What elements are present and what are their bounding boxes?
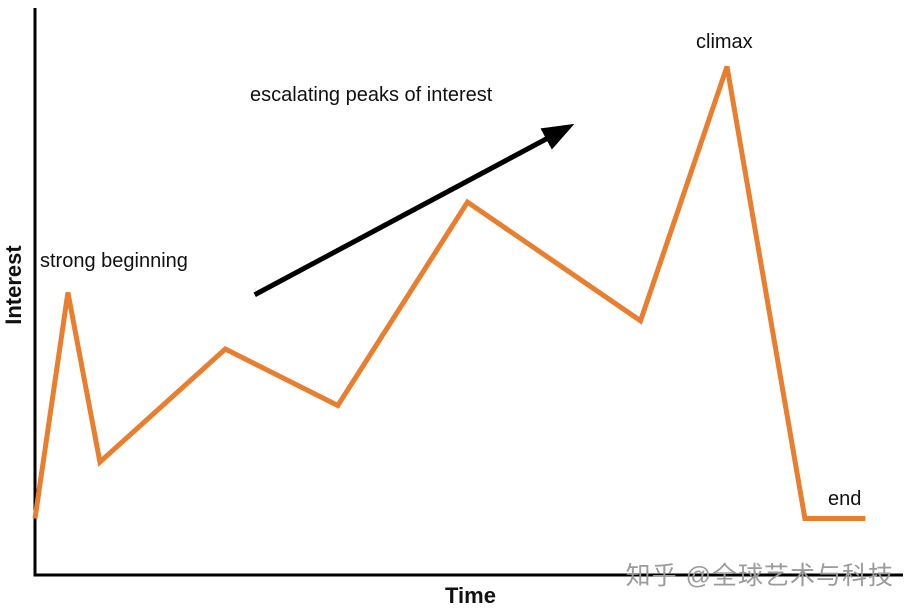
annotation-escalating-peaks: escalating peaks of interest: [250, 84, 493, 106]
watermark: 知乎 @全球艺术与科技: [625, 562, 894, 590]
interest-line: [32, 65, 866, 521]
y-axis-label: Interest: [1, 245, 26, 325]
x-axis-label: Time: [445, 583, 496, 608]
trend-arrow: [253, 123, 575, 297]
annotation-strong-beginning: strong beginning: [40, 250, 188, 272]
annotation-end: end: [828, 488, 862, 510]
annotation-climax: climax: [696, 31, 753, 53]
